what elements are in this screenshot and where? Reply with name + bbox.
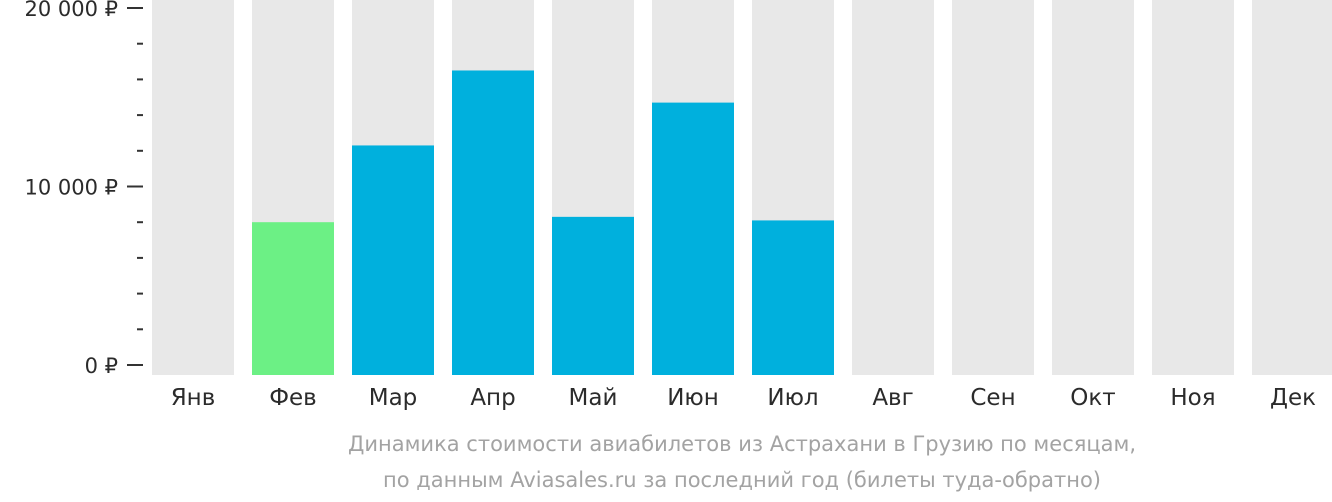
bar [752,220,834,375]
bar-background [1252,0,1332,375]
bar [452,70,534,375]
x-tick-label: Июл [767,385,818,411]
bar-background [852,0,934,375]
price-chart: 0 ₽ 10 000 ₽ 20 000 ₽ Янв Фев Мар Апр Май Июн Июл… [24,0,1332,411]
chart-caption-line2: по данным Aviasales.ru за последний год … [383,468,1101,492]
x-tick-label: Сен [970,385,1015,411]
bar [252,222,334,375]
bar-background [1152,0,1234,375]
bar [352,145,434,375]
y-tick-label: 10 000 ₽ [24,176,118,200]
x-tick-label: Авг [872,385,913,411]
bar-background [152,0,234,375]
x-tick-label: Ноя [1170,385,1215,411]
x-tick-label: Июн [667,385,719,411]
x-tick-label: Дек [1270,385,1316,411]
chart-caption-line1: Динамика стоимости авиабилетов из Астрах… [347,432,1137,456]
y-tick-label: 0 ₽ [85,354,118,378]
x-tick-label: Мар [369,385,418,411]
y-tick-label: 20 000 ₽ [24,0,118,21]
bar-background [1052,0,1134,375]
bar-background [952,0,1034,375]
bar [552,216,634,375]
x-tick-label: Окт [1070,385,1115,411]
bar [652,102,734,375]
x-tick-label: Май [569,385,618,411]
x-tick-label: Фев [269,385,317,411]
x-tick-label: Апр [470,385,515,411]
x-tick-label: Янв [171,385,216,411]
